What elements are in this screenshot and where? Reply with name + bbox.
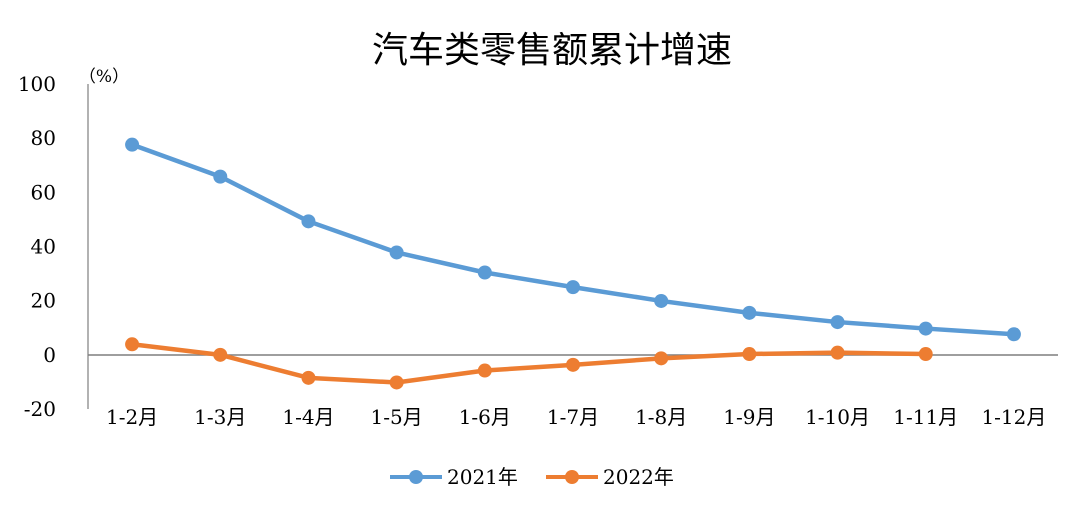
data-point[interactable]: [830, 345, 845, 360]
data-point[interactable]: [566, 357, 580, 372]
data-point[interactable]: [213, 347, 228, 362]
series-line: [129, 342, 928, 385]
x-tick-label: 1-5月: [371, 405, 423, 429]
x-tick-label: 1-7月: [547, 405, 599, 429]
x-tick-label: 1-3月: [194, 405, 246, 429]
chart-title: 汽车类零售额累计增速: [372, 30, 732, 71]
series-layer: [125, 137, 1021, 390]
legend: 2021年 2022年: [390, 465, 674, 489]
y-tick-label: 100: [18, 72, 56, 96]
data-point[interactable]: [389, 245, 404, 260]
x-tick-label: 1-2月: [106, 405, 158, 429]
x-tick-label: 1-9月: [723, 405, 775, 429]
x-tick-label: 1-10月: [805, 405, 870, 429]
data-point[interactable]: [213, 169, 228, 184]
data-point[interactable]: [125, 137, 140, 152]
y-axis-ticks: 100 80 60 40 20 0 -20: [18, 72, 56, 421]
y-tick-label: 0: [43, 343, 56, 367]
y-tick-label: -20: [24, 397, 56, 421]
data-point[interactable]: [125, 337, 140, 352]
data-point[interactable]: [301, 214, 316, 229]
data-point[interactable]: [301, 370, 316, 385]
data-point[interactable]: [654, 293, 669, 308]
x-tick-label: 1-6月: [459, 405, 511, 429]
series-line: [129, 142, 1017, 337]
data-point[interactable]: [654, 351, 669, 366]
y-tick-label: 60: [31, 180, 56, 204]
y-tick-label: 80: [31, 126, 56, 150]
series-2021年: [125, 137, 1021, 342]
y-tick-label: 20: [31, 289, 56, 313]
data-point[interactable]: [1006, 327, 1021, 342]
legend-marker-2021: [409, 470, 423, 484]
data-point[interactable]: [742, 347, 757, 362]
data-point[interactable]: [742, 305, 757, 320]
series-2022年: [125, 337, 933, 390]
x-axis-ticks: 1-2月 1-3月 1-4月 1-5月 1-6月 1-7月 1-8月 1-9月 1-10月 1-1…: [106, 405, 1046, 429]
legend-label-2022: 2022年: [603, 465, 674, 489]
legend-label-2021: 2021年: [447, 465, 518, 489]
data-point[interactable]: [566, 280, 580, 295]
legend-item-2022[interactable]: 2022年: [546, 465, 674, 489]
data-point[interactable]: [477, 363, 492, 378]
x-tick-label: 1-8月: [635, 405, 687, 429]
x-tick-label: 1-12月: [981, 405, 1046, 429]
y-tick-label: 40: [31, 235, 56, 259]
x-tick-label: 1-4月: [282, 405, 334, 429]
data-point[interactable]: [389, 375, 404, 390]
x-tick-label: 1-11月: [893, 405, 958, 429]
data-point[interactable]: [830, 315, 845, 330]
data-point[interactable]: [918, 347, 933, 362]
data-point[interactable]: [477, 265, 492, 280]
legend-item-2021[interactable]: 2021年: [390, 465, 518, 489]
y-axis-unit-label: （%）: [79, 67, 129, 87]
legend-marker-2022: [565, 470, 579, 484]
data-point[interactable]: [918, 321, 933, 336]
